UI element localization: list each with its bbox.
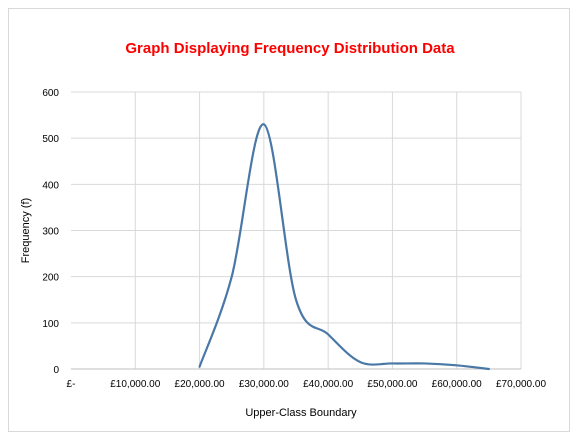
y-tick-label: 300 bbox=[42, 227, 59, 238]
y-tick-label: 100 bbox=[42, 319, 59, 330]
y-tick-labels: 0 100 200 300 400 500 600 bbox=[42, 88, 59, 376]
x-axis-label: Upper-Class Boundary bbox=[245, 407, 357, 419]
x-tick-label: £40,000.00 bbox=[303, 379, 353, 390]
x-tick-labels: £- £10,000.00 £20,000.00 £30,000.00 £40,000.… bbox=[67, 379, 547, 390]
x-tick-label: £50,000.00 bbox=[367, 379, 417, 390]
frequency-series-line bbox=[198, 123, 490, 371]
chart-title: Graph Displaying Frequency Distribution … bbox=[125, 40, 455, 57]
y-tick-label: 200 bbox=[42, 273, 59, 284]
y-tick-label: 400 bbox=[42, 180, 59, 191]
y-tick-label: 0 bbox=[53, 365, 59, 376]
y-tick-label: 500 bbox=[42, 134, 59, 145]
y-tick-label: 600 bbox=[42, 88, 59, 99]
y-axis-label: Frequency (f) bbox=[20, 198, 32, 263]
x-tick-label: £70,000.00 bbox=[496, 379, 546, 390]
x-tick-label: £10,000.00 bbox=[110, 379, 160, 390]
x-tick-label: £30,000.00 bbox=[239, 379, 289, 390]
chart-frame: Graph Displaying Frequency Distribution … bbox=[8, 8, 570, 432]
series-layer bbox=[198, 123, 490, 371]
x-tick-label: £20,000.00 bbox=[175, 379, 225, 390]
frequency-chart: Graph Displaying Frequency Distribution … bbox=[20, 40, 547, 419]
x-tick-label: £- bbox=[67, 379, 76, 390]
x-tick-label: £60,000.00 bbox=[432, 379, 482, 390]
horizontal-gridlines bbox=[71, 91, 521, 370]
